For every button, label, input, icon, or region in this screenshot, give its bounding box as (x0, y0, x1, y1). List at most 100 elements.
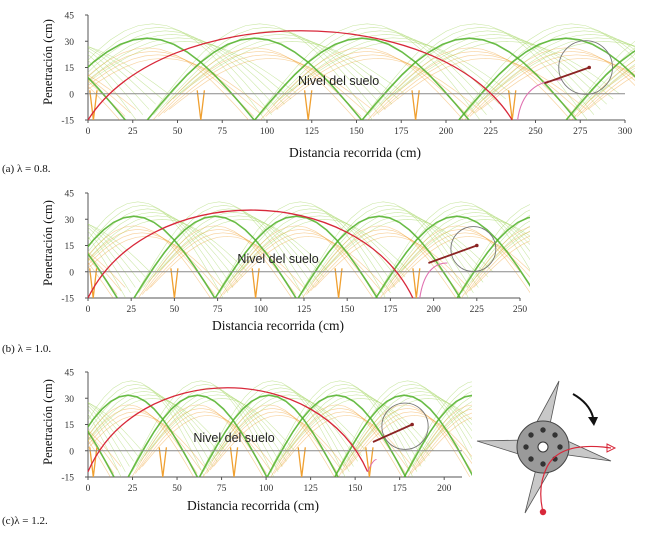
trajectory-curve-orange (474, 54, 635, 114)
trajectory-curve (143, 208, 315, 288)
trajectory-curve-orange (345, 411, 472, 471)
trajectory-curve (144, 394, 291, 457)
trajectory-curve (394, 215, 530, 278)
trajectory-curve (88, 212, 238, 283)
trajectory-curve (127, 380, 275, 477)
trajectory-curve-orange (480, 57, 635, 110)
trajectory-curve (461, 209, 530, 293)
x-tick-label: 175 (393, 484, 408, 494)
x-tick-label: 50 (173, 127, 183, 137)
trajectory-curve-orange (265, 50, 469, 117)
trajectory-curve (88, 402, 143, 451)
trajectory-curve-orange (260, 47, 464, 120)
x-tick-label: 250 (528, 127, 543, 137)
trajectory-curve-main (375, 215, 530, 298)
chart-b-xlabel: Distancia recorrida (cm) (212, 318, 344, 333)
trajectory-curve-main (88, 215, 216, 298)
trajectory-cusp (158, 447, 168, 477)
caption-a: (a) λ = 0.8. (2, 163, 51, 175)
trajectory-curve (88, 223, 151, 272)
y-tick-label: -15 (61, 474, 74, 484)
trajectory-curve (146, 23, 373, 120)
trajectory-curve (88, 30, 279, 110)
trajectory-curve (214, 201, 386, 298)
trajectory-curve-orange (88, 254, 122, 292)
trajectory-curve (565, 40, 635, 120)
x-tick-label: 200 (439, 127, 454, 137)
y-tick-label: 15 (65, 242, 75, 252)
trajectory-curve-main (266, 394, 407, 477)
trajectory-curve (312, 212, 484, 283)
trajectory-curve (88, 223, 146, 278)
trajectory-curve-orange (209, 411, 342, 471)
trajectory-curve-orange (88, 80, 126, 117)
trajectory-curve-orange (146, 232, 301, 292)
y-tick-label: -15 (61, 117, 74, 127)
x-tick-label: 100 (260, 127, 275, 137)
trajectory-curve (563, 219, 650, 271)
blade-rod (428, 244, 478, 264)
trajectory-curve (275, 387, 422, 467)
x-tick-label: 225 (470, 305, 485, 315)
chart-b-ylabel: Penetración (cm) (41, 200, 55, 286)
x-tick-label: 125 (305, 127, 320, 137)
trajectory-curve-orange (88, 74, 137, 110)
trajectory-curve (88, 27, 272, 115)
trajectory-curve-orange (469, 50, 635, 117)
trajectory-curve-orange (469, 235, 530, 292)
trajectory-curve-orange (388, 232, 530, 292)
x-tick-label: 200 (426, 305, 441, 315)
trajectory-curve (543, 205, 650, 292)
trajectory-curve-main (403, 394, 472, 477)
trajectory-curve-orange (88, 50, 255, 117)
trajectory-curve-orange (280, 414, 413, 467)
chart-c-xlabel: Distancia recorrida (cm) (187, 498, 319, 513)
rotor-bolt (540, 427, 546, 433)
x-tick-label: 25 (128, 484, 138, 494)
x-tick-label: 275 (573, 127, 588, 137)
trajectory-curve (159, 30, 386, 110)
trajectory-curve-orange (306, 228, 461, 295)
trajectory-curve (148, 398, 296, 451)
trajectory-curve-orange (88, 407, 198, 474)
rotor-bolt (557, 444, 563, 450)
y-tick-label: -15 (61, 295, 74, 305)
trajectory-curve-main (254, 37, 470, 120)
trajectory-curve (266, 380, 414, 477)
x-tick-label: 150 (349, 127, 364, 137)
rotation-arrow-icon (572, 393, 594, 418)
trajectory-cusp (89, 268, 98, 298)
trajectory-fan (88, 201, 650, 298)
rotor-circle (558, 40, 613, 95)
trajectory-curve (88, 54, 144, 115)
trajectory-curve-orange (414, 412, 472, 471)
trajectory-curve-main (88, 37, 255, 120)
trajectory-curve-orange (88, 435, 115, 474)
x-tick-label: 75 (213, 305, 223, 315)
trajectory-curve (558, 216, 650, 277)
trajectory-curve (334, 380, 472, 477)
trajectory-curve-orange (168, 57, 373, 110)
x-tick-label: 100 (259, 484, 274, 494)
x-tick-label: 100 (254, 305, 269, 315)
y-tick-label: 15 (65, 421, 75, 431)
tip-path-red (87, 209, 414, 299)
trajectory-curve-orange (587, 75, 635, 110)
x-tick-label: 175 (394, 127, 409, 137)
trajectory-curve-orange (88, 77, 131, 114)
trajectory-curve (578, 53, 635, 110)
trajectory-curve-orange (206, 407, 339, 474)
trajectory-curve-orange (576, 65, 635, 117)
trajectory-curve (88, 236, 126, 298)
trajectory-curve-orange (138, 225, 293, 298)
trajectory-curve (88, 23, 266, 120)
trajectory-curve (88, 391, 218, 462)
trajectory-curve-orange (341, 407, 472, 474)
trajectory-curve-orange (314, 235, 469, 288)
x-tick-label: 0 (86, 127, 91, 137)
trajectory-curve-orange (88, 404, 195, 477)
tip-path-red (87, 30, 513, 121)
trajectory-curve (88, 380, 205, 477)
trajectory-curve-main (198, 394, 339, 477)
x-tick-label: 250 (513, 305, 528, 315)
